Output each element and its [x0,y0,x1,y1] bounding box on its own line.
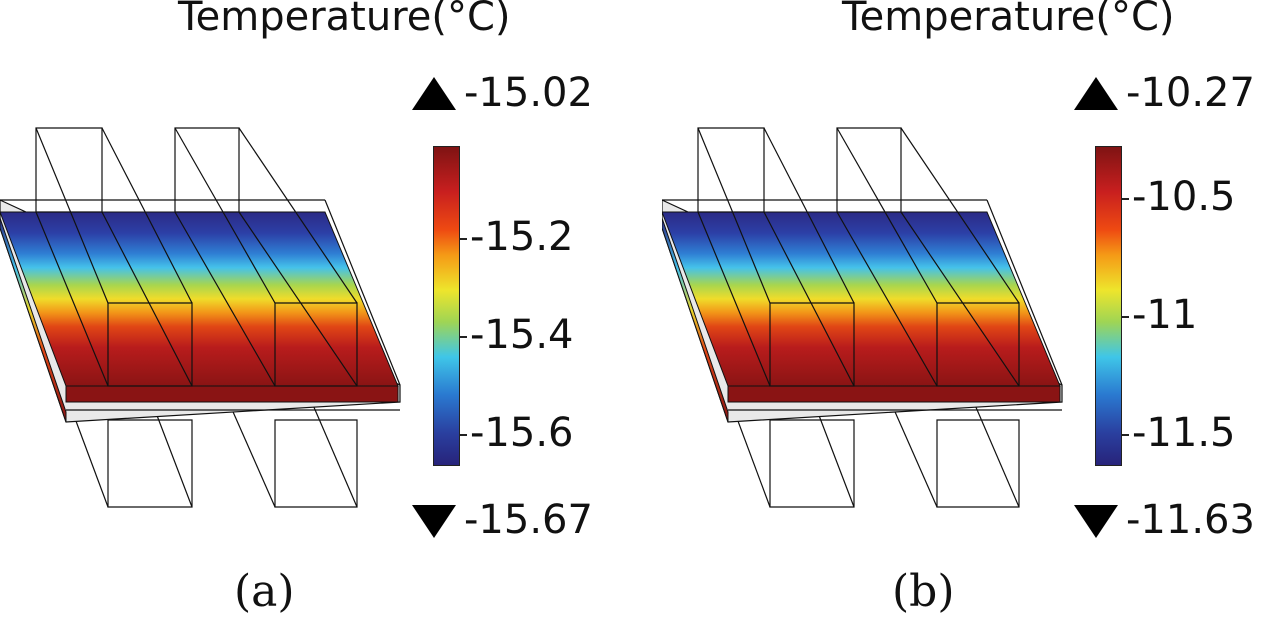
max-triangle-icon [412,77,456,110]
colorbar-tick [1122,434,1129,436]
bottom-fins [69,404,358,508]
plate-temperature-surface [0,211,399,387]
colorbar-max-label: -15.02 [464,70,593,116]
heat-sink-3d-model [0,127,401,508]
colorbar-title: Temperature(°C) [178,0,511,40]
top-fins [0,127,401,387]
colorbar-tick-label: -15.4 [470,312,574,358]
colorbar-min-label: -11.63 [1126,497,1255,543]
colorbar-tick-label: -11.5 [1132,410,1236,456]
colorbar-max-label: -10.27 [1126,70,1255,116]
colorbar-tick-label: -10.5 [1132,174,1236,220]
colorbar-tick [460,434,467,436]
colorbar-title: Temperature(°C) [842,0,1175,40]
colorbar-tick [460,336,467,338]
plate-left-edge [0,217,67,423]
plate-front-edge [65,385,399,403]
heat-sink-3d-model [662,127,1063,508]
max-triangle-icon [1074,77,1118,110]
top-fins [662,127,1063,387]
colorbar-tick [1122,316,1129,318]
plate-temperature-surface [662,211,1061,387]
colorbar-tick [1122,198,1129,200]
panel-caption: (b) [892,566,955,617]
panel-caption: (a) [234,566,295,617]
colorbar-tick-label: -15.2 [470,214,574,260]
colorbar-tick-label: -15.6 [470,410,574,456]
colorbar-tick [460,238,467,240]
colorbar [1095,146,1122,466]
colorbar [433,146,460,466]
colorbar-min-label: -15.67 [464,497,593,543]
bottom-fins [731,404,1020,508]
colorbar-tick-label: -11 [1132,292,1198,338]
panel-a: Temperature(°C) [0,0,637,623]
min-triangle-icon [1074,505,1118,538]
plate-left-edge [662,217,729,423]
plate-front-edge [727,385,1061,403]
min-triangle-icon [412,505,456,538]
panel-b: Temperature(°C) [662,0,1275,623]
